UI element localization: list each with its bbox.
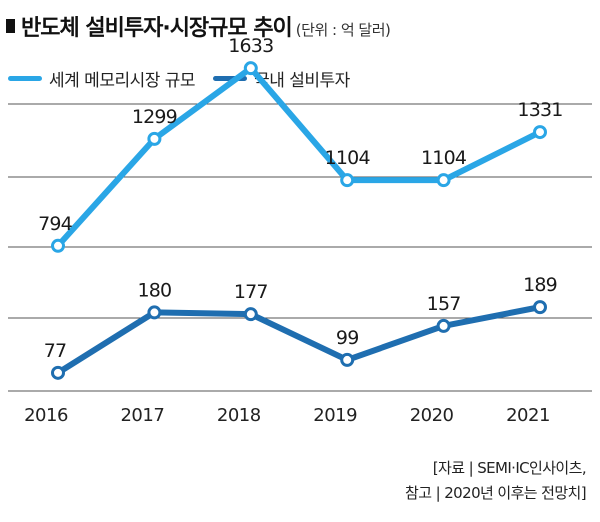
data-label: 177 bbox=[234, 281, 268, 303]
series-line-domestic bbox=[55, 304, 543, 376]
data-label: 1331 bbox=[517, 99, 562, 121]
x-tick-label: 2018 bbox=[217, 405, 261, 426]
legend: 세계 메모리시장 규모 국내 설비투자 bbox=[8, 66, 368, 91]
data-label: 1104 bbox=[325, 147, 371, 169]
title-marker bbox=[6, 19, 15, 33]
data-point bbox=[147, 131, 162, 146]
x-tick-label: 2017 bbox=[120, 405, 164, 426]
source-line-2: 참고 | 2020년 이후는 전망치] bbox=[405, 484, 587, 502]
data-point bbox=[533, 125, 547, 140]
data-label: 1104 bbox=[421, 147, 467, 169]
legend-swatch-world bbox=[8, 76, 42, 81]
data-point bbox=[340, 173, 355, 188]
data-label: 189 bbox=[523, 274, 557, 296]
data-point bbox=[533, 300, 547, 315]
data-label: 1299 bbox=[132, 106, 177, 128]
data-point bbox=[51, 365, 65, 380]
legend-swatch-domestic bbox=[213, 76, 248, 81]
data-label: 1633 bbox=[228, 35, 273, 57]
data-point bbox=[147, 305, 162, 320]
chart-title: 반도체 설비투자·시장규모 추이 (단위 : 억 달러) bbox=[6, 10, 391, 42]
x-tick-label: 2021 bbox=[506, 405, 550, 426]
unit-label: (단위 : 억 달러) bbox=[295, 21, 391, 39]
title-text: 반도체 설비투자·시장규모 추이 bbox=[21, 16, 293, 41]
data-label: 77 bbox=[44, 340, 67, 362]
data-point bbox=[436, 318, 451, 333]
data-point bbox=[243, 307, 258, 322]
data-label: 99 bbox=[336, 327, 359, 349]
x-tick-label: 2019 bbox=[313, 405, 357, 426]
series-line-world bbox=[55, 65, 543, 249]
x-tick-label: 2016 bbox=[24, 405, 68, 426]
data-point bbox=[243, 61, 258, 76]
data-point bbox=[340, 352, 355, 367]
x-tick-label: 2020 bbox=[410, 405, 454, 426]
data-point bbox=[51, 238, 65, 253]
data-point bbox=[436, 173, 451, 188]
data-label: 157 bbox=[427, 293, 461, 315]
data-label: 794 bbox=[38, 213, 73, 235]
source-note: [자료 | SEMI·IC인사이츠, 참고 | 2020년 이후는 전망치] bbox=[405, 456, 587, 506]
legend-item-world: 세계 메모리시장 규모 bbox=[8, 66, 196, 91]
legend-label-domestic: 국내 설비투자 bbox=[254, 71, 350, 91]
legend-label-world: 세계 메모리시장 규모 bbox=[49, 71, 196, 91]
legend-item-domestic: 국내 설비투자 bbox=[213, 66, 350, 91]
source-line-1: [자료 | SEMI·IC인사이츠, bbox=[432, 459, 587, 477]
data-label: 180 bbox=[137, 279, 171, 301]
